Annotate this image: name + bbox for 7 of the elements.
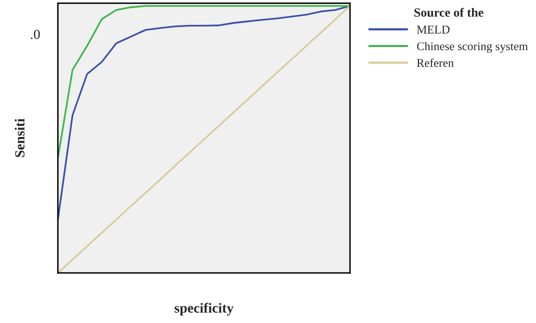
legend-label: Referen (416, 58, 454, 67)
y-axis-title: Sensiti (14, 118, 25, 158)
x-axis-title: specificity (174, 302, 234, 316)
legend-title: Source of the (414, 8, 484, 17)
text: .0 (30, 30, 40, 40)
legend-label: Chinese scoring system (417, 42, 528, 53)
legend-label: MELD (416, 26, 450, 34)
